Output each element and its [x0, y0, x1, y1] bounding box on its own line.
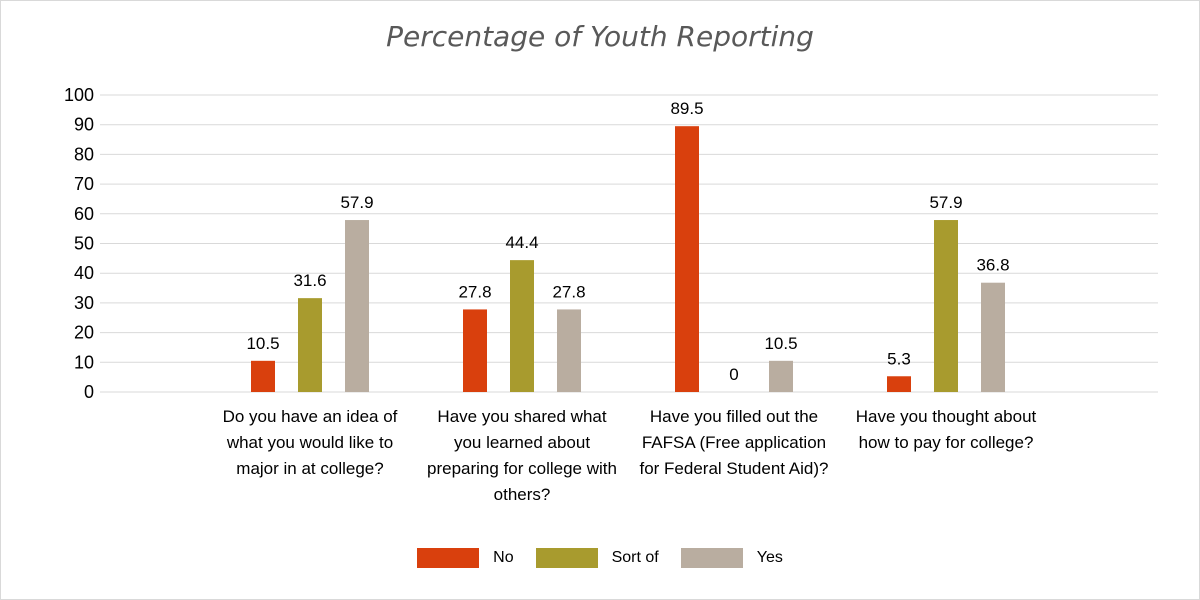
y-tick-label: 10 — [74, 352, 94, 372]
legend-label: Yes — [756, 549, 783, 566]
y-tick-label: 80 — [74, 144, 94, 164]
bar-yes — [769, 360, 793, 392]
x-category-label: Have you thought about how to pay for co… — [855, 407, 1037, 452]
bar-yes — [981, 282, 1005, 392]
legend-swatch — [680, 548, 743, 568]
y-tick-label: 40 — [74, 263, 94, 283]
data-label: 31.6 — [293, 271, 326, 290]
legend: No Sort of Yes — [0, 548, 1200, 568]
y-tick-label: 100 — [64, 85, 94, 105]
legend-swatch — [417, 548, 480, 568]
y-tick-label: 50 — [74, 234, 94, 254]
data-label: 36.8 — [976, 256, 1009, 275]
legend-item-no: No — [417, 548, 514, 568]
bar-sort-of — [510, 260, 534, 392]
legend-swatch — [535, 548, 598, 568]
chart-title: Percentage of Youth Reporting — [386, 20, 814, 53]
data-label: 27.8 — [458, 282, 491, 301]
y-tick-label: 70 — [74, 174, 94, 194]
data-label: 57.9 — [929, 193, 962, 212]
bar-yes — [557, 309, 581, 392]
y-tick-label: 0 — [84, 382, 94, 402]
x-category-label: Do you have an idea of what you would li… — [222, 407, 398, 478]
legend-label: Sort of — [611, 549, 659, 566]
data-label: 10.5 — [764, 334, 797, 353]
data-label: 27.8 — [552, 282, 585, 301]
data-label: 10.5 — [246, 334, 279, 353]
y-tick-label: 30 — [74, 293, 94, 313]
legend-item-sort-of: Sort of — [535, 548, 659, 568]
data-label: 57.9 — [340, 193, 373, 212]
y-tick-label: 20 — [74, 323, 94, 343]
legend-item-yes: Yes — [680, 548, 783, 568]
data-label: 5.3 — [887, 349, 911, 368]
bar-no — [887, 376, 911, 392]
x-category-label: Have you filled out the FAFSA (Free appl… — [639, 407, 829, 478]
y-axis-ticks: 0 10 20 30 40 50 60 70 80 90 100 — [64, 85, 94, 402]
y-tick-label: 60 — [74, 204, 94, 224]
data-label: 0 — [729, 365, 738, 384]
bar-no — [251, 360, 275, 392]
bar-yes — [345, 220, 369, 392]
bar-no — [675, 126, 699, 392]
data-label: 89.5 — [670, 99, 703, 118]
data-labels: 10.5 31.6 57.9 27.8 44.4 27.8 89.5 0 10.5 5.3 57.9… — [246, 99, 1009, 384]
data-label: 44.4 — [505, 233, 538, 252]
legend-label: No — [493, 549, 514, 566]
bars — [251, 126, 1005, 392]
y-tick-label: 90 — [74, 115, 94, 135]
bar-sort-of — [298, 298, 322, 392]
bar-no — [463, 309, 487, 392]
x-category-label: Have you shared what you learned about p… — [427, 407, 617, 504]
bar-sort-of — [934, 220, 958, 392]
